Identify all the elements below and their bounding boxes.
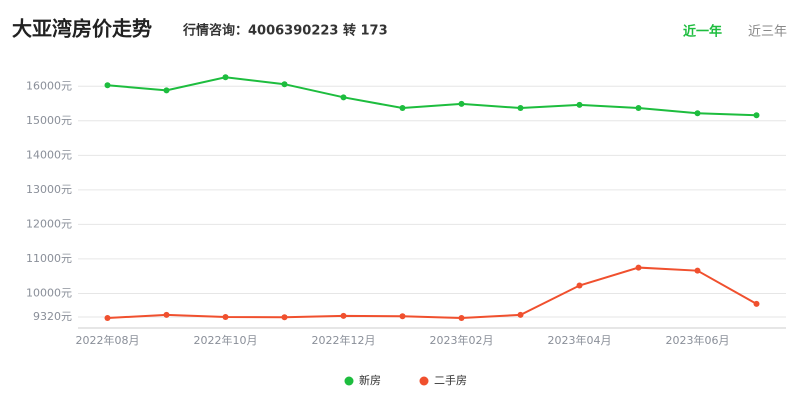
x-tick-label: 2023年04月 (548, 333, 612, 347)
legend-label: 二手房 (434, 373, 467, 387)
point (399, 313, 406, 320)
point (104, 82, 111, 89)
point (399, 105, 406, 112)
chart-title: 大亚湾房价走势 (12, 17, 152, 41)
legend-marker (344, 376, 354, 386)
point (576, 101, 583, 108)
y-tick-label: 16000元 (26, 79, 72, 92)
point (694, 267, 701, 274)
tab[interactable]: 近三年 (748, 25, 787, 40)
point (635, 105, 642, 112)
point (635, 264, 642, 271)
point (281, 81, 288, 88)
point (340, 94, 347, 101)
point (340, 312, 347, 319)
point (222, 74, 229, 81)
point (753, 112, 760, 119)
y-tick-label: 12000元 (26, 217, 72, 230)
point (517, 105, 524, 112)
x-tick-label: 2022年12月 (312, 333, 376, 347)
point (163, 311, 170, 318)
x-tick-label: 2022年08月 (76, 333, 140, 347)
legend-marker (419, 376, 429, 386)
subtitle: 行情咨询：4006390223 转 173 (182, 23, 388, 39)
y-tick-label: 10000元 (26, 286, 72, 299)
y-tick-label: 14000元 (26, 148, 72, 161)
point (222, 313, 229, 320)
point (517, 311, 524, 318)
point (458, 314, 465, 321)
series-line (107, 76, 757, 117)
point (281, 314, 288, 321)
point (458, 100, 465, 107)
y-tick-label: 13000元 (26, 183, 72, 196)
tab-active[interactable]: 近一年 (683, 24, 722, 40)
series-line (107, 266, 757, 319)
y-tick-label: 11000元 (26, 252, 72, 265)
y-tick-label: 9320元 (33, 310, 72, 323)
point (104, 314, 111, 321)
point (753, 300, 760, 307)
x-tick-label: 2023年02月 (430, 333, 494, 347)
point (694, 110, 701, 117)
point (576, 282, 583, 289)
x-tick-label: 2022年10月 (194, 333, 258, 347)
point (163, 87, 170, 94)
y-tick-label: 15000元 (26, 114, 72, 127)
legend-label: 新房 (359, 373, 381, 387)
x-tick-label: 2023年06月 (666, 333, 730, 347)
